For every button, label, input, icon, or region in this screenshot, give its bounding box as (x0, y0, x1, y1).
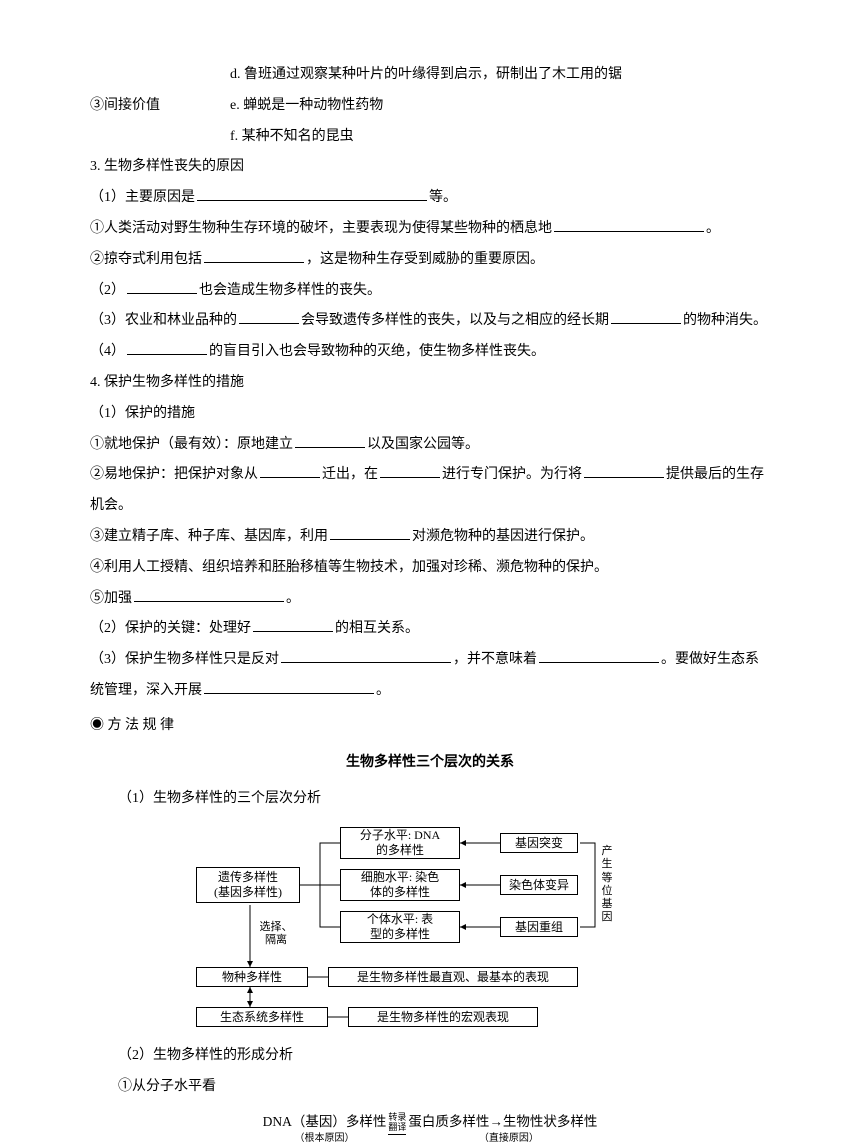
blank (330, 525, 410, 540)
diagram: 遗传多样性(基因多样性) 分子水平: DNA的多样性 细胞水平: 染色体的多样性… (190, 825, 670, 1035)
s4-l6a: ⑤加强 (90, 591, 132, 606)
s4-l7a: （2）保护的关键：处理好 (90, 621, 251, 636)
s4-l8: （3）保护生物多样性只是反对，并不意味着。要做好生态系统管理，深入开展。 (90, 645, 770, 707)
method-marker: ◉ 方 法 规 律 (90, 711, 770, 742)
s3-l4a: （2） (90, 283, 125, 298)
line-d: d. 鲁班通过观察某种叶片的叶缘得到启示，研制出了木工用的锯 (90, 60, 770, 91)
blank (281, 648, 451, 663)
s4-heading: 4. 保护生物多样性的措施 (90, 368, 770, 399)
s4-l4b: 对濒危物种的基因进行保护。 (412, 529, 594, 544)
s3-l2: ①人类活动对野生物种生存环境的破坏，主要表现为使得某些物种的栖息地 。 (90, 214, 770, 245)
method-title: 生物多样性三个层次的关系 (90, 748, 770, 779)
blank (204, 679, 374, 694)
formula-dna: DNA（基因）多样性 (263, 1113, 387, 1132)
s3-l5: （3）农业和林业品种的 会导致遗传多样性的丧失，以及与之相应的经长期 的物种消失。 (90, 306, 770, 337)
node-species: 物种多样性 (196, 967, 308, 987)
s3-l6: （4） 的盲目引入也会导致物种的灭绝，使生物多样性丧失。 (90, 337, 770, 368)
s3-l1b: 等。 (429, 190, 457, 205)
s4-l2b: 以及国家公园等。 (367, 437, 479, 452)
node-cell: 细胞水平: 染色体的多样性 (340, 869, 460, 901)
blank (253, 617, 333, 632)
formula: DNA（基因）多样性 （根本原因） 转录翻译 蛋白质多样性→生物性状多样性 （直… (90, 1113, 770, 1146)
node-eco-r: 是生物多样性的宏观表现 (348, 1007, 538, 1027)
blank (611, 309, 681, 324)
blank (127, 340, 207, 355)
blank (197, 186, 427, 201)
s4-l7b: 的相互关系。 (335, 621, 419, 636)
s4-l3c: 进行专门保护。为行将 (442, 467, 582, 482)
blank (295, 432, 365, 447)
method-l3: ①从分子水平看 (90, 1072, 770, 1103)
s3-l2b: 。 (706, 221, 720, 236)
s4-l8d: 。 (376, 683, 390, 698)
s4-l8a: （3）保护生物多样性只是反对 (90, 652, 279, 667)
node-indiv: 个体水平: 表型的多样性 (340, 911, 460, 943)
blank (260, 463, 320, 478)
formula-protein: 蛋白质多样性→生物性状多样性 (408, 1113, 597, 1132)
node-mol: 分子水平: DNA的多样性 (340, 827, 460, 859)
s4-l6b: 。 (286, 591, 300, 606)
s4-l1: （1）保护的措施 (90, 399, 770, 430)
label-allele: 产生等位基因 (600, 845, 614, 924)
formula-sub2: （直接原因） (467, 1132, 539, 1146)
row3-left: ③间接价值 (90, 91, 230, 122)
node-eco: 生态系统多样性 (196, 1007, 328, 1027)
node-genetic: 遗传多样性(基因多样性) (196, 867, 300, 903)
blank (554, 217, 704, 232)
s3-l6b: 的盲目引入也会导致物种的灭绝，使生物多样性丧失。 (209, 344, 545, 359)
s3-l5b: 会导致遗传多样性的丧失，以及与之相应的经长期 (301, 313, 609, 328)
label-sel: 选择、隔离 (256, 921, 296, 947)
row3-right: e. 蝉蜕是一种动物性药物 (230, 91, 770, 122)
blank (204, 247, 304, 262)
blank (539, 648, 659, 663)
blank (239, 309, 299, 324)
s3-l3: ②掠夺式利用包括 ，这是物种生存受到威胁的重要原因。 (90, 245, 770, 276)
s4-l7: （2）保护的关键：处理好 的相互关系。 (90, 614, 770, 645)
s4-l2: ①就地保护（最有效）：原地建立 以及国家公园等。 (90, 430, 770, 461)
s4-l2a: ①就地保护（最有效）：原地建立 (90, 437, 293, 452)
s3-l6a: （4） (90, 344, 125, 359)
s3-l5c: 的物种消失。 (683, 313, 767, 328)
s4-l3a: ②易地保护：把保护对象从 (90, 467, 258, 482)
line-f: f. 某种不知名的昆虫 (90, 122, 770, 153)
s4-l4: ③建立精子库、种子库、基因库，利用 对濒危物种的基因进行保护。 (90, 522, 770, 553)
s4-l5: ④利用人工授精、组织培养和胚胎移植等生物技术，加强对珍稀、濒危物种的保护。 (90, 553, 770, 584)
s4-l4a: ③建立精子库、种子库、基因库，利用 (90, 529, 328, 544)
s3-heading: 3. 生物多样性丧失的原因 (90, 152, 770, 183)
node-species-r: 是生物多样性最直观、最基本的表现 (328, 967, 578, 987)
row-3: ③间接价值 e. 蝉蜕是一种动物性药物 (90, 91, 770, 122)
s3-l5a: （3）农业和林业品种的 (90, 313, 237, 328)
blank (584, 463, 664, 478)
node-recomb: 基因重组 (500, 917, 578, 937)
blank (134, 586, 284, 601)
blank (380, 463, 440, 478)
node-mut: 基因突变 (500, 833, 578, 853)
s4-l6: ⑤加强 。 (90, 584, 770, 615)
blank (127, 278, 197, 293)
s3-l4b: 也会造成生物多样性的丧失。 (199, 283, 381, 298)
s4-l3b: 迁出，在 (322, 467, 378, 482)
s4-l3: ②易地保护：把保护对象从迁出，在进行专门保护。为行将提供最后的生存机会。 (90, 460, 770, 522)
node-chrom: 染色体变异 (500, 875, 578, 895)
s3-l1: （1）主要原因是 等。 (90, 183, 770, 214)
s3-l1a: （1）主要原因是 (90, 190, 195, 205)
s3-l2a: ①人类活动对野生物种生存环境的破坏，主要表现为使得某些物种的栖息地 (90, 221, 552, 236)
method-l2: （2）生物多样性的形成分析 (90, 1041, 770, 1072)
method-marker-text: ◉ 方 法 规 律 (90, 711, 174, 742)
s3-l3a: ②掠夺式利用包括 (90, 252, 202, 267)
formula-sub1: （根本原因） (294, 1132, 354, 1146)
method-l1: （1）生物多样性的三个层次分析 (90, 784, 770, 815)
formula-trans-text: 转录翻译 (388, 1112, 406, 1132)
s3-l4: （2） 也会造成生物多样性的丧失。 (90, 276, 770, 307)
formula-trans: 转录翻译 (386, 1113, 408, 1135)
s3-l3b: ，这是物种生存受到威胁的重要原因。 (306, 252, 544, 267)
s4-l8b: ，并不意味着 (453, 652, 537, 667)
